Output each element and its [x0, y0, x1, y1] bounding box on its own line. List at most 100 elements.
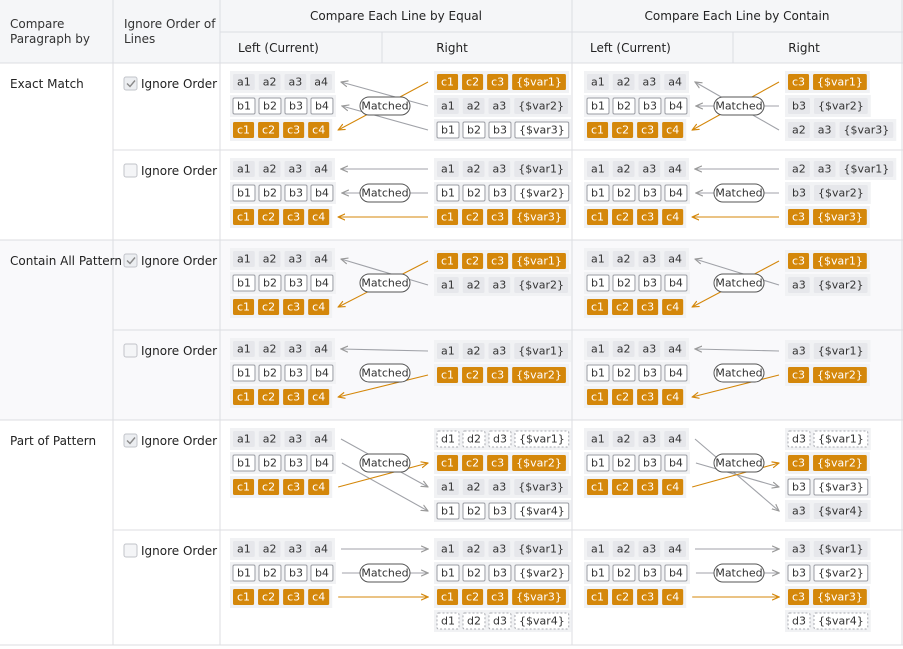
token-line: c3 {$var2} [785, 452, 870, 474]
token [813, 74, 867, 90]
token-line: b1 b2 b3 {$var3} [434, 119, 572, 141]
token-text: {$var2} [818, 279, 864, 292]
token-text: a3 [493, 279, 507, 292]
token-text: b2 [617, 187, 631, 200]
token-text: c2 [616, 124, 629, 137]
token-text: b1 [237, 567, 251, 580]
token [514, 502, 570, 520]
checkbox[interactable] [123, 343, 138, 358]
token [232, 564, 256, 582]
token-line: a1 a2 a3 a4 [230, 158, 335, 180]
line-band [584, 206, 687, 228]
token-text: b3 [792, 567, 806, 580]
token [232, 97, 256, 115]
matched-pill [359, 273, 411, 293]
token [437, 343, 459, 359]
token-text: c4 [312, 481, 325, 494]
token-text: b2 [467, 187, 481, 200]
token [233, 122, 255, 138]
token [462, 479, 485, 495]
token [488, 502, 512, 520]
token [612, 209, 634, 225]
token [514, 430, 570, 448]
token-text: a1 [237, 343, 251, 356]
token-text: a3 [643, 543, 657, 556]
token [310, 274, 334, 292]
token-text: {$var1} [518, 345, 564, 358]
token-line: c1 c2 c3 c4 [230, 476, 333, 498]
token [512, 367, 566, 383]
token-text: b1 [237, 187, 251, 200]
token [512, 455, 566, 471]
line-band [230, 95, 336, 117]
token [637, 122, 659, 138]
token-text: {$var3} [519, 124, 565, 137]
matched-text: Matched [361, 457, 408, 470]
token [284, 541, 307, 557]
token-line: b1 b2 b3 {$var4} [434, 500, 572, 522]
token [839, 161, 894, 177]
header-equal: Compare Each Line by Equal [310, 9, 482, 23]
token [284, 74, 307, 90]
token-text: b1 [591, 187, 605, 200]
token-line: a1 a2 a3 a4 [584, 71, 689, 93]
token-text: c1 [441, 457, 454, 470]
token-text: c1 [441, 211, 454, 224]
token-text: c4 [312, 124, 325, 137]
token-line: c1 c2 c3 c4 [230, 386, 333, 408]
token-text: {$var4} [519, 615, 565, 628]
token [664, 364, 688, 382]
token [462, 253, 484, 269]
token-text: c3 [792, 211, 805, 224]
token [310, 97, 334, 115]
token [284, 454, 308, 472]
matched-pill [359, 563, 411, 583]
token [310, 184, 334, 202]
token [662, 479, 684, 495]
token-text: b3 [792, 187, 806, 200]
token-text: b4 [669, 457, 683, 470]
token-text: {$var1} [518, 543, 564, 556]
token [813, 430, 869, 448]
token-text: a3 [643, 76, 657, 89]
token-text: b3 [289, 187, 303, 200]
token [258, 454, 282, 472]
token-line: b3 {$var2} [785, 182, 871, 204]
token [258, 209, 280, 225]
token-text: a2 [263, 76, 277, 89]
matched-pill [713, 453, 765, 473]
token-line: d1 d2 d3 {$var1} [434, 428, 572, 450]
token [462, 612, 486, 630]
token [258, 389, 280, 405]
token [662, 122, 684, 138]
token [514, 343, 569, 359]
token [488, 184, 512, 202]
token [788, 503, 810, 519]
token-text: a2 [617, 253, 631, 266]
token [514, 184, 570, 202]
token-text: b2 [263, 277, 277, 290]
token-text: b2 [467, 567, 481, 580]
token-text: b2 [617, 367, 631, 380]
token-line: a1 a2 a3 a4 [584, 338, 689, 360]
checkbox[interactable] [123, 433, 138, 448]
checkbox[interactable] [123, 543, 138, 558]
checkbox[interactable] [123, 76, 138, 91]
token [462, 564, 486, 582]
token [514, 479, 569, 495]
token [437, 209, 459, 225]
checkbox[interactable] [123, 163, 138, 178]
token [488, 121, 512, 139]
token-text: a3 [643, 343, 657, 356]
token [788, 343, 810, 359]
token [612, 589, 634, 605]
token [586, 454, 610, 472]
token-text: c4 [312, 591, 325, 604]
token-line: b1 b2 b3 b4 [584, 95, 690, 117]
token-text: c3 [641, 124, 654, 137]
token [664, 97, 688, 115]
checkbox[interactable] [123, 253, 138, 268]
token [284, 97, 308, 115]
token-text: a1 [441, 481, 455, 494]
